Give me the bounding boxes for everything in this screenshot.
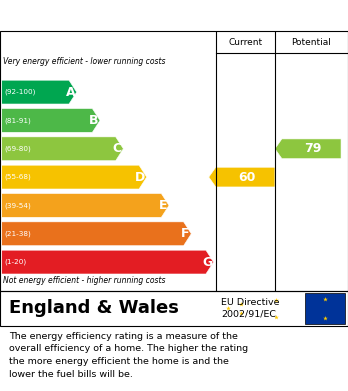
Polygon shape xyxy=(2,194,169,217)
Text: (55-68): (55-68) xyxy=(5,174,31,180)
Text: (39-54): (39-54) xyxy=(5,202,31,209)
Text: (69-80): (69-80) xyxy=(5,145,31,152)
Text: Very energy efficient - lower running costs: Very energy efficient - lower running co… xyxy=(3,57,165,66)
Text: England & Wales: England & Wales xyxy=(9,300,179,317)
Text: (81-91): (81-91) xyxy=(5,117,31,124)
Text: C: C xyxy=(112,142,122,155)
Text: Not energy efficient - higher running costs: Not energy efficient - higher running co… xyxy=(3,276,165,285)
Text: G: G xyxy=(202,256,212,269)
Text: A: A xyxy=(65,86,75,99)
Polygon shape xyxy=(275,139,341,159)
Polygon shape xyxy=(2,109,100,132)
Text: 60: 60 xyxy=(238,170,256,184)
Text: (92-100): (92-100) xyxy=(5,89,36,95)
Polygon shape xyxy=(2,250,214,274)
Polygon shape xyxy=(2,222,191,246)
Text: EU Directive
2002/91/EC: EU Directive 2002/91/EC xyxy=(221,298,279,319)
Text: E: E xyxy=(158,199,167,212)
Text: (21-38): (21-38) xyxy=(5,231,31,237)
Polygon shape xyxy=(209,167,275,187)
Text: Energy Efficiency Rating: Energy Efficiency Rating xyxy=(9,8,211,23)
Polygon shape xyxy=(2,80,77,104)
Polygon shape xyxy=(2,165,147,189)
Text: D: D xyxy=(135,170,145,184)
Text: Potential: Potential xyxy=(292,38,331,47)
Text: Current: Current xyxy=(228,38,262,47)
Text: The energy efficiency rating is a measure of the
overall efficiency of a home. T: The energy efficiency rating is a measur… xyxy=(9,332,248,379)
Text: (1-20): (1-20) xyxy=(5,259,27,265)
Text: B: B xyxy=(89,114,98,127)
Text: 79: 79 xyxy=(304,142,322,155)
Text: F: F xyxy=(181,227,189,240)
Bar xyxy=(304,293,345,324)
Polygon shape xyxy=(2,137,123,161)
